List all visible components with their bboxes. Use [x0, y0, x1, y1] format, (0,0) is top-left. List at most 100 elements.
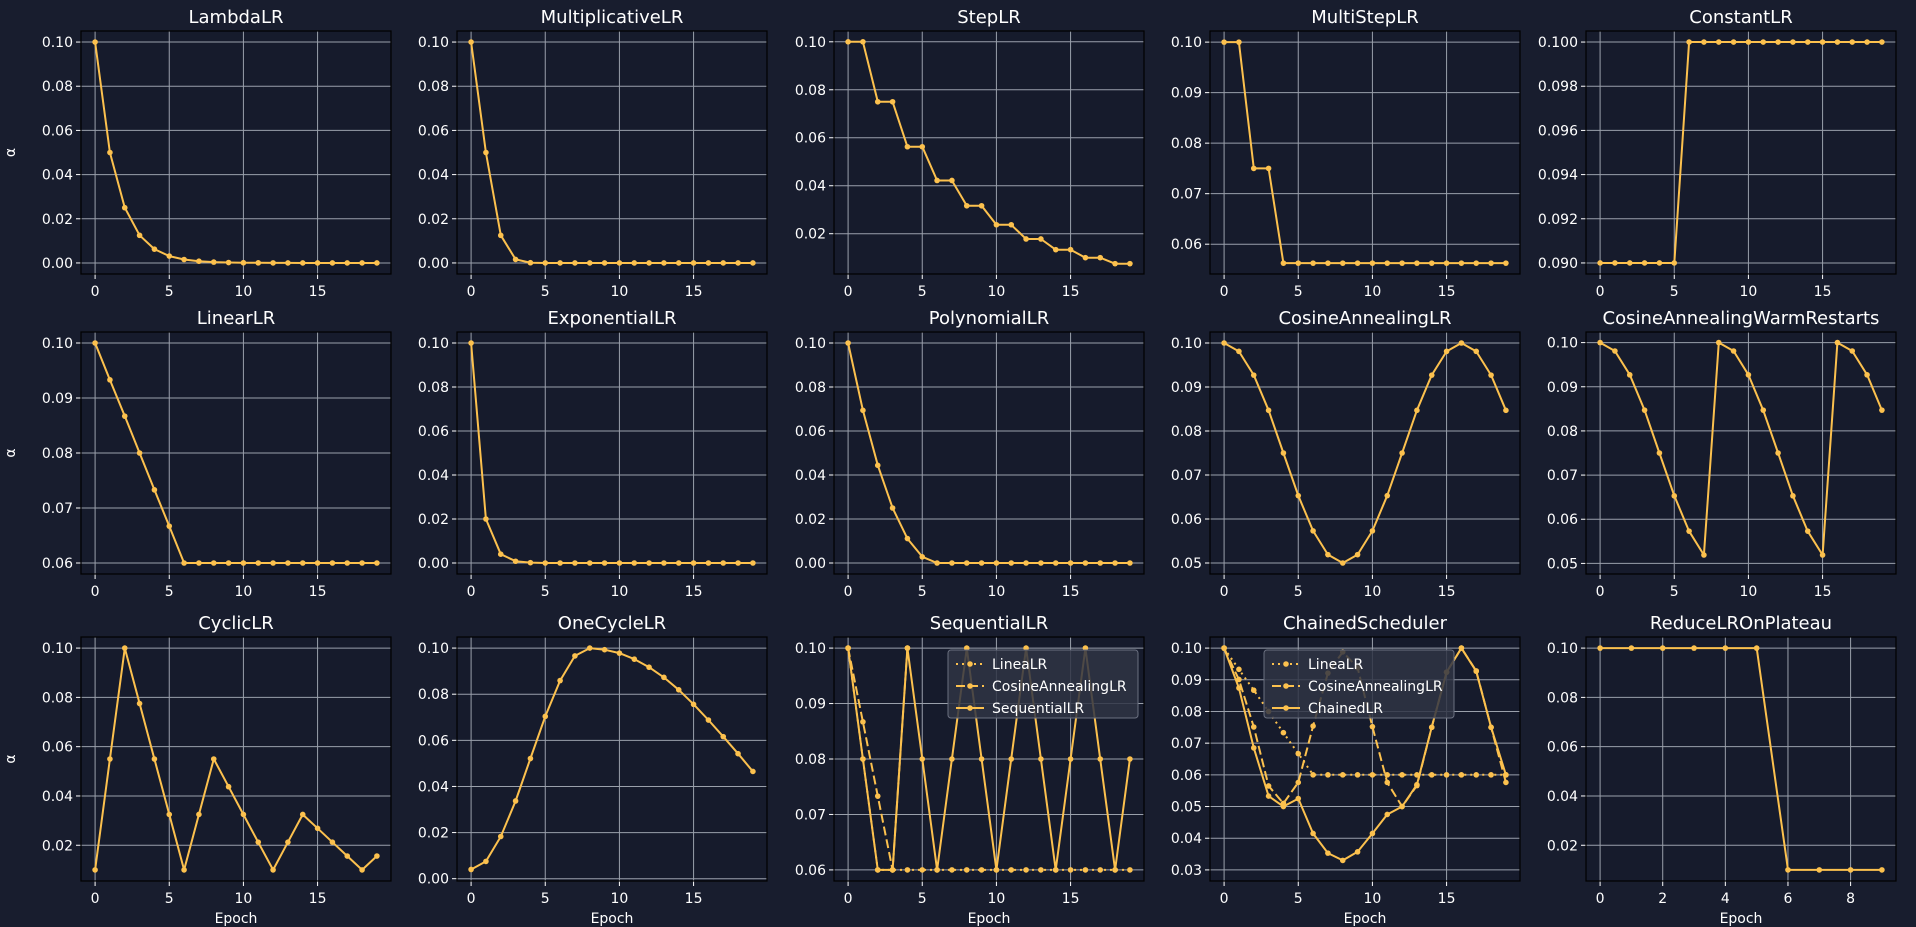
data-point — [255, 560, 262, 566]
plot-frame — [80, 331, 392, 575]
y-tick-label: 0.10 — [418, 35, 449, 51]
subplot-title: LinearLR — [197, 308, 275, 329]
y-tick-label: 0.10 — [1547, 641, 1578, 657]
data-point — [151, 756, 158, 762]
plot-frame — [456, 30, 768, 275]
legend: LineaLR CosineAnnealingLR ChainedLR — [1263, 649, 1455, 719]
data-point — [1760, 39, 1767, 45]
y-tick-label: 0.06 — [1547, 740, 1578, 756]
data-point — [1503, 260, 1509, 266]
x-tick-label: 0 — [1220, 891, 1229, 907]
data-point — [1339, 560, 1346, 566]
data-point — [329, 839, 336, 845]
y-tick-label: 0.08 — [795, 380, 826, 396]
x-tick-label: 15 — [685, 891, 703, 907]
data-point — [631, 656, 638, 662]
data-point — [934, 560, 940, 566]
data-point — [374, 853, 380, 859]
data-point — [166, 253, 173, 259]
data-point — [1280, 450, 1287, 456]
data-point — [1428, 772, 1435, 778]
plot-frame — [1585, 30, 1897, 275]
data-point — [1458, 260, 1465, 266]
data-point — [1067, 867, 1074, 873]
data-point — [919, 143, 926, 150]
data-point — [1023, 236, 1029, 242]
data-point — [136, 450, 143, 456]
data-point — [1503, 407, 1509, 414]
subplot-reducelronplateau: 0 2 4 6 8 0.02 0.04 0.06 0.08 0.10 ReduceLROnPlate… — [1547, 613, 1897, 927]
data-point — [1458, 645, 1465, 651]
data-point — [1730, 348, 1737, 354]
data-point — [949, 560, 955, 566]
x-tick-label: 15 — [1062, 584, 1080, 600]
data-point — [1428, 372, 1435, 378]
plot-frame — [1209, 331, 1521, 575]
x-tick-label: 10 — [988, 584, 1006, 600]
data-point — [572, 260, 578, 266]
x-tick-label: 0 — [91, 584, 100, 600]
data-point — [1753, 645, 1760, 651]
data-point — [1628, 645, 1635, 651]
x-tick-label: 5 — [165, 584, 174, 600]
x-tick-label: 0 — [1596, 584, 1605, 600]
data-point — [949, 177, 955, 184]
data-point — [121, 204, 128, 211]
data-point — [874, 462, 881, 469]
y-tick-label: 0.04 — [418, 779, 449, 795]
subplot-sequentiallr: 0 5 10 15 0.06 0.07 0.08 0.09 0.10 SequentialLR Ep… — [795, 613, 1145, 927]
data-point — [1339, 857, 1346, 864]
x-axis-label: Epoch — [968, 911, 1011, 927]
plot-area — [1586, 31, 1896, 274]
data-point — [1295, 260, 1302, 266]
y-tick-label: 0.04 — [1547, 789, 1578, 805]
data-point — [1369, 723, 1376, 730]
data-point — [675, 560, 682, 566]
data-point — [1414, 260, 1420, 266]
data-point — [1325, 772, 1331, 778]
data-point — [285, 260, 291, 266]
subplot-onecyclelr: 0 5 10 15 0.00 0.02 0.04 0.06 0.08 0.10 OneCycleLR… — [418, 613, 768, 927]
subplot-exponentiallr: 0 5 10 15 0.00 0.02 0.04 0.06 0.08 0.10 Exponentia… — [418, 308, 768, 600]
y-tick-label: 0.08 — [1171, 704, 1202, 720]
y-tick-label: 0.06 — [795, 131, 826, 147]
plot-frame — [80, 30, 392, 275]
data-point — [1295, 492, 1302, 499]
plot-frame — [833, 636, 1145, 882]
plot-frame — [833, 331, 1145, 575]
data-point — [107, 756, 113, 762]
data-point — [904, 143, 911, 150]
data-point — [1847, 867, 1854, 873]
data-point — [661, 560, 667, 566]
data-point — [1384, 260, 1391, 266]
data-point — [1473, 348, 1480, 355]
data-point — [631, 560, 638, 566]
data-point — [845, 38, 851, 45]
x-tick-label: 15 — [685, 284, 703, 300]
data-point — [949, 756, 955, 762]
data-point — [675, 687, 682, 693]
data-point — [314, 825, 321, 832]
data-point — [1023, 867, 1029, 873]
plot-frame — [833, 30, 1145, 275]
x-tick-label: 10 — [611, 891, 629, 907]
data-point — [542, 713, 549, 720]
data-point — [497, 232, 504, 239]
plot-area — [81, 637, 391, 881]
y-tick-label: 0.10 — [418, 336, 449, 352]
x-axis-label: Epoch — [591, 911, 634, 927]
plot-area — [1210, 332, 1520, 574]
data-point — [512, 256, 519, 263]
data-point — [210, 259, 217, 265]
data-point — [993, 867, 1000, 873]
data-point — [675, 260, 682, 266]
data-point — [1458, 340, 1465, 346]
data-point — [1250, 687, 1257, 694]
data-point — [1295, 779, 1302, 786]
data-point — [1097, 756, 1104, 762]
data-point — [512, 798, 519, 804]
y-tick-label: 0.00 — [42, 256, 73, 272]
y-tick-label: 0.04 — [795, 468, 826, 484]
data-point — [1354, 551, 1361, 558]
data-point — [1760, 407, 1767, 413]
